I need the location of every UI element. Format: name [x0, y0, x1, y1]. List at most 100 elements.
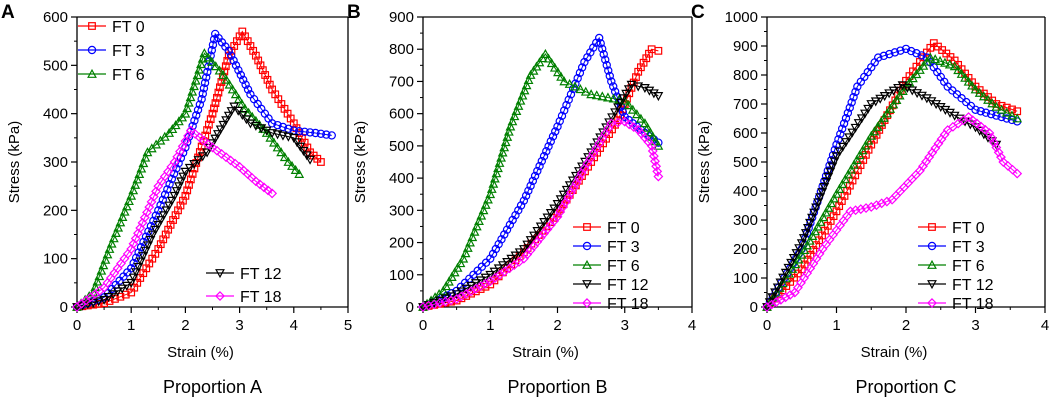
data-point: [224, 46, 233, 56]
data-point: [241, 80, 250, 89]
data-point: [173, 182, 184, 192]
data-point: [138, 158, 149, 168]
data-point: [613, 103, 623, 113]
data-point: [935, 55, 945, 65]
data-point: [258, 66, 267, 75]
data-point: [628, 122, 639, 133]
data-point: [557, 111, 567, 121]
data-point: [820, 207, 831, 217]
data-point: [204, 120, 213, 129]
data-point: [984, 128, 995, 138]
data-point: [866, 130, 877, 140]
data-point: [610, 108, 620, 118]
data-point: [273, 120, 282, 130]
data-point: [558, 190, 569, 200]
data-point: [654, 46, 663, 55]
x-tick-label: 4: [688, 317, 696, 334]
data-point: [183, 186, 192, 195]
data-point: [549, 204, 560, 214]
data-point: [901, 44, 911, 54]
data-point: [645, 127, 656, 137]
data-point: [888, 86, 899, 96]
data-point: [605, 71, 614, 81]
data-point: [103, 293, 114, 303]
chart-panel-a: 0 1 2 3 4 5 0 100 200 300 400 500 600 Strain (%) Stres…: [1, 2, 352, 397]
data-point: [458, 253, 469, 263]
data-point: [295, 142, 306, 152]
y-tick-label: 500: [389, 138, 414, 155]
data-point: [804, 235, 815, 245]
data-point: [564, 78, 575, 88]
data-point: [642, 122, 653, 132]
data-point: [619, 116, 630, 127]
data-point: [888, 99, 899, 109]
data-point: [850, 123, 861, 133]
data-point: [846, 164, 856, 174]
data-point: [185, 125, 196, 136]
data-point: [981, 108, 991, 117]
data-point: [777, 278, 788, 288]
data-point: [511, 210, 520, 220]
data-point: [894, 90, 905, 100]
data-point: [815, 216, 826, 226]
data-point: [284, 124, 293, 133]
data-point: [971, 118, 982, 129]
data-point: [844, 133, 855, 143]
chart-panel-c: 0 1 2 3 4 0 100 200 300 400 500 600 700 800 900 1000 Str…: [691, 2, 1049, 397]
data-point: [601, 123, 611, 133]
data-point: [92, 276, 103, 286]
data-point: [509, 111, 520, 121]
data-point: [267, 129, 278, 139]
data-point: [615, 98, 626, 108]
data-point: [505, 220, 515, 230]
data-point: [809, 208, 819, 218]
data-point: [642, 54, 651, 63]
data-point: [528, 176, 538, 186]
data-point: [940, 57, 950, 67]
data-point: [220, 67, 229, 76]
data-point: [843, 186, 852, 195]
data-point: [601, 55, 610, 64]
data-point: [885, 103, 896, 113]
data-point: [907, 46, 916, 56]
data-point: [781, 273, 791, 283]
panel-letter: A: [1, 2, 15, 23]
x-tick-label: 4: [1041, 317, 1049, 334]
legend-label: FT 12: [952, 277, 994, 294]
legend-marker: [582, 298, 592, 308]
data-point: [261, 127, 272, 137]
data-point: [890, 48, 900, 57]
data-point: [499, 142, 510, 152]
data-point: [650, 136, 661, 146]
data-point: [305, 155, 315, 165]
data-point: [987, 98, 998, 108]
data-point: [523, 74, 534, 85]
data-point: [261, 71, 270, 79]
x-axis-label: Strain (%): [861, 344, 928, 361]
data-point: [893, 83, 903, 94]
data-point: [794, 244, 804, 254]
data-point: [221, 62, 230, 71]
y-axis-label: Stress (kPa): [696, 121, 713, 204]
data-point: [793, 254, 804, 264]
series-ft-18: [762, 112, 1023, 312]
data-point: [418, 302, 428, 312]
data-point: [651, 161, 662, 172]
data-point: [980, 124, 991, 135]
data-point: [225, 155, 236, 166]
x-tick-label: 0: [419, 317, 427, 334]
data-point: [599, 50, 608, 59]
data-point: [491, 244, 501, 254]
data-point: [117, 284, 128, 294]
data-point: [837, 197, 846, 205]
data-point: [126, 278, 137, 288]
x-axis-label: Strain (%): [512, 344, 579, 361]
data-point: [604, 66, 613, 75]
data-point: [992, 111, 1001, 120]
data-point: [634, 67, 643, 76]
series-line: [76, 129, 273, 308]
legend-label: FT 6: [952, 258, 985, 275]
data-point: [553, 67, 563, 77]
series-ft-18: [72, 125, 278, 312]
x-tick-label: 2: [181, 317, 189, 334]
